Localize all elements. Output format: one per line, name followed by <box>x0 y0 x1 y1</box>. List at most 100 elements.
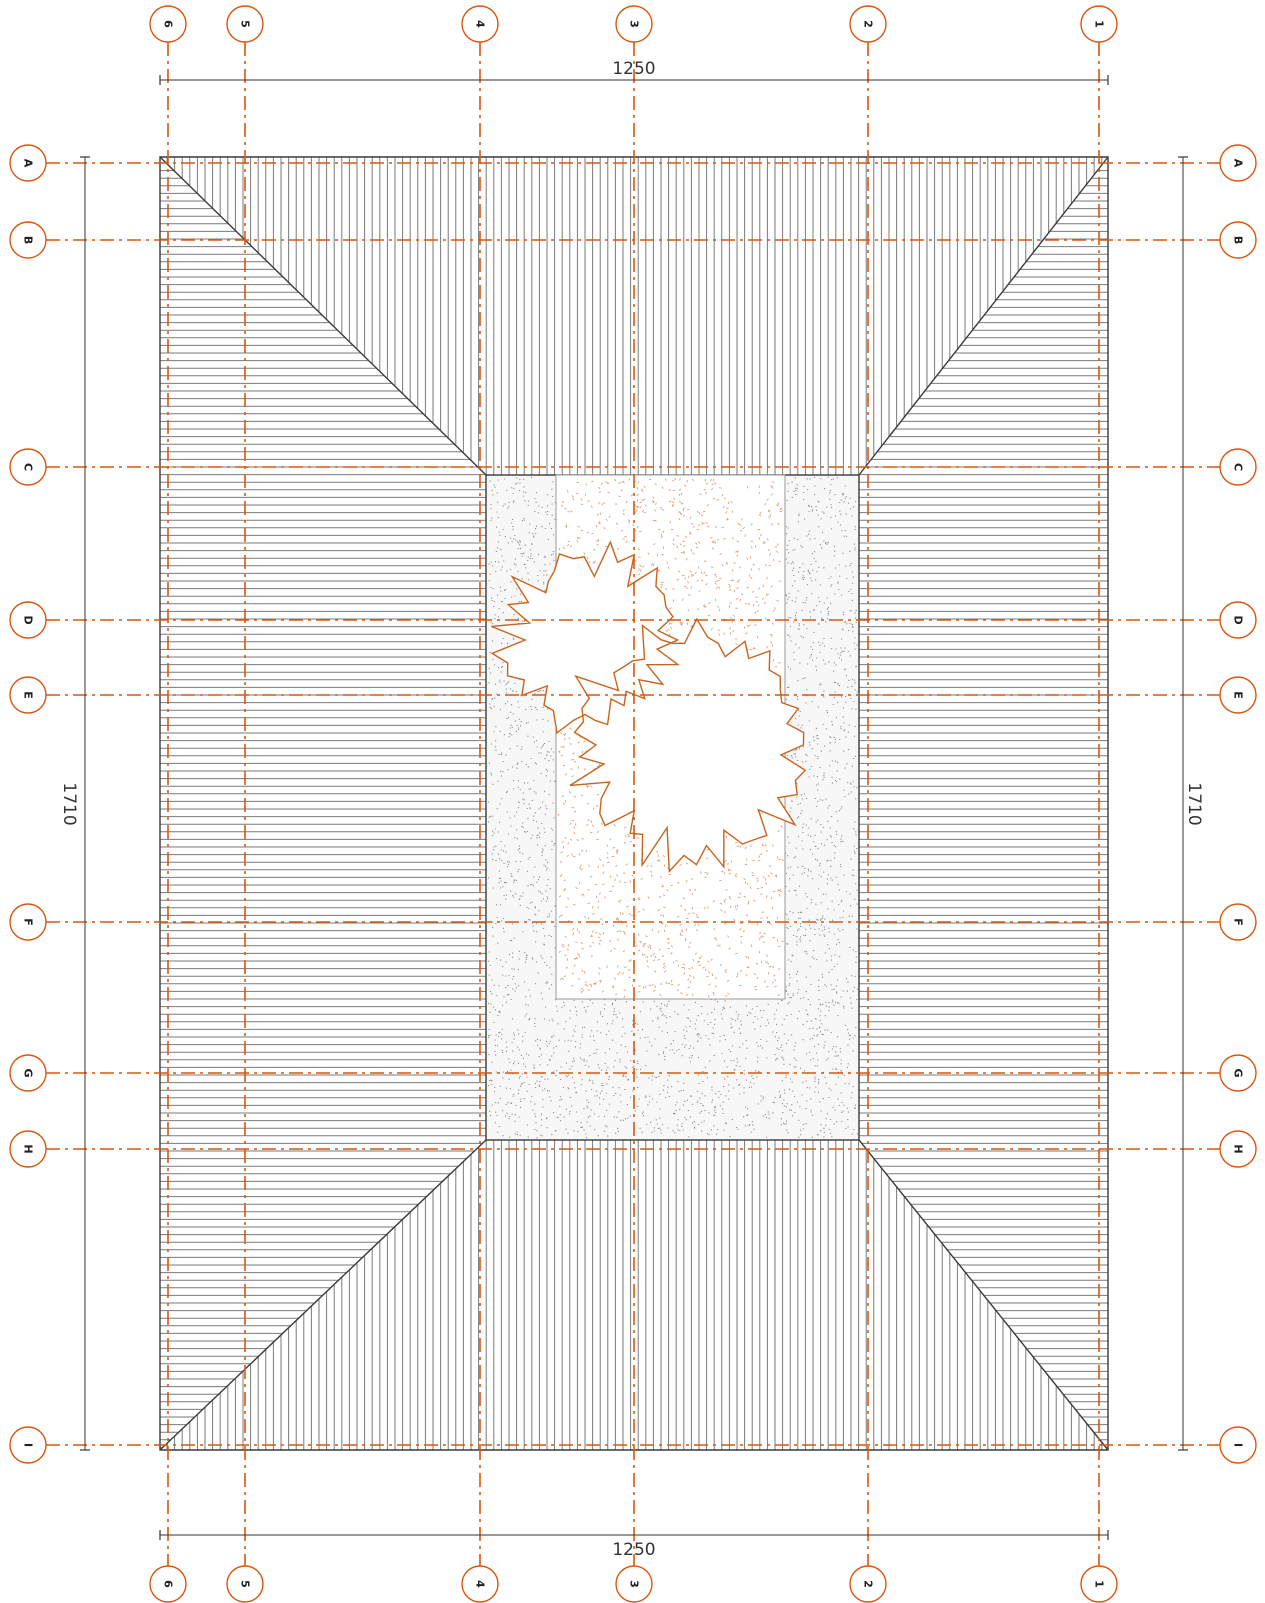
grid-bubble-row-right-C: C <box>1219 448 1257 486</box>
grid-bubble-circle <box>1219 676 1257 714</box>
grid-bubble-row-right-D: D <box>1219 601 1257 639</box>
grid-bubble-circle <box>615 5 653 43</box>
grid-bubble-row-left-H: H <box>9 1130 47 1168</box>
grid-bubble-circle <box>9 903 47 941</box>
grid-bubble-circle <box>149 1565 187 1603</box>
grid-bubble-label: 3 <box>628 1580 641 1588</box>
grid-bubble-label: A <box>1232 159 1245 168</box>
grid-bubble-label: H <box>22 1144 35 1153</box>
grid-bubble-row-left-C: C <box>9 448 47 486</box>
hip-line-nw <box>159 156 487 476</box>
grid-bubble-circle <box>849 1565 887 1603</box>
grid-bubble-label: 2 <box>862 20 875 28</box>
grid-lines <box>46 42 1220 1568</box>
grid-bubble-col-top-4: 4 <box>461 5 499 43</box>
grid-bubble-label: 5 <box>239 1580 252 1588</box>
gravel-texture <box>488 476 859 1139</box>
grid-bubble-row-left-F: F <box>9 903 47 941</box>
grid-bubble-col-bottom-4: 4 <box>461 1565 499 1603</box>
grid-bubble-label: 2 <box>862 1580 875 1588</box>
grid-bubble-col-bottom-5: 5 <box>226 1565 264 1603</box>
grid-bubble-col-top-5: 5 <box>226 5 264 43</box>
dimension-width-bottom: 1250 <box>612 1540 655 1560</box>
grid-bubble-label: 4 <box>474 1580 487 1588</box>
grid-bubble-label: 6 <box>162 20 175 28</box>
grid-bubble-circle <box>1219 1130 1257 1168</box>
grid-bubble-circle <box>615 1565 653 1603</box>
grid-bubble-col-bottom-2: 2 <box>849 1565 887 1603</box>
grid-bubble-row-right-E: E <box>1219 676 1257 714</box>
grid-bubble-label: I <box>1232 1443 1245 1447</box>
grid-bubble-row-left-B: B <box>9 221 47 259</box>
grid-bubble-label: C <box>22 463 35 471</box>
grid-bubble-circle <box>9 144 47 182</box>
tree-canopy-icon <box>490 540 807 874</box>
grid-bubble-circle <box>1219 1426 1257 1464</box>
grid-bubble-circle <box>149 5 187 43</box>
grid-bubble-label: B <box>22 236 35 244</box>
grid-bubble-label: F <box>1232 918 1245 926</box>
grid-bubble-row-left-I: I <box>9 1426 47 1464</box>
grid-bubble-circle <box>9 676 47 714</box>
grid-bubble-circle <box>1219 144 1257 182</box>
grid-bubble-circle <box>1219 1054 1257 1092</box>
grid-bubble-col-top-3: 3 <box>615 5 653 43</box>
grid-bubble-label: 3 <box>628 20 641 28</box>
hip-line-sw <box>159 1139 487 1451</box>
grid-bubble-circle <box>1219 448 1257 486</box>
grid-bubble-circle <box>226 1565 264 1603</box>
dimension-height-left: 1710 <box>59 782 79 825</box>
roof-outline <box>159 156 1109 1451</box>
grid-bubble-col-top-2: 2 <box>849 5 887 43</box>
grid-bubble-col-top-1: 1 <box>1080 5 1118 43</box>
grid-bubble-row-right-F: F <box>1219 903 1257 941</box>
grid-bubble-label: B <box>1232 236 1245 244</box>
grid-bubble-circle <box>1219 903 1257 941</box>
grid-bubble-label: A <box>22 159 35 168</box>
grid-bubble-label: 1 <box>1093 20 1106 28</box>
grid-bubble-label: D <box>22 615 35 624</box>
dimension-width-top: 1250 <box>612 59 655 79</box>
grid-bubble-row-right-G: G <box>1219 1054 1257 1092</box>
grid-bubble-col-bottom-3: 3 <box>615 1565 653 1603</box>
dimension-height-right: 1710 <box>1184 782 1204 825</box>
grid-bubble-col-bottom-6: 6 <box>149 1565 187 1603</box>
grid-bubble-col-top-6: 6 <box>149 5 187 43</box>
grid-bubble-row-right-I: I <box>1219 1426 1257 1464</box>
dimension-lines <box>80 75 1188 1540</box>
grid-bubble-row-left-E: E <box>9 676 47 714</box>
hip-line-ne <box>858 156 1109 476</box>
grid-bubble-circle <box>1219 601 1257 639</box>
grid-bubble-label: 6 <box>162 1580 175 1588</box>
grid-bubble-label: 5 <box>239 20 252 28</box>
grid-bubble-circle <box>9 1130 47 1168</box>
grid-bubble-row-right-B: B <box>1219 221 1257 259</box>
grid-bubble-label: F <box>22 918 35 926</box>
grid-bubble-label: E <box>22 691 35 699</box>
grid-bubble-row-left-G: G <box>9 1054 47 1092</box>
grid-bubble-row-left-D: D <box>9 601 47 639</box>
grid-bubble-label: E <box>1232 691 1245 699</box>
grid-bubble-circle <box>9 1054 47 1092</box>
dimension-ticks <box>80 75 1188 1540</box>
grid-bubbles: 6 6 5 5 4 4 3 3 2 2 1 1 A A B B C C D D E E F F G G H H I I <box>9 5 1257 1603</box>
grid-bubble-label: C <box>1232 463 1245 471</box>
grid-bubble-circle <box>849 5 887 43</box>
grid-bubble-circle <box>1080 1565 1118 1603</box>
grid-bubble-circle <box>1080 5 1118 43</box>
grid-bubble-row-right-H: H <box>1219 1130 1257 1168</box>
grid-bubble-row-left-A: A <box>9 144 47 182</box>
grid-bubble-circle <box>9 221 47 259</box>
grid-bubble-label: G <box>1232 1068 1245 1077</box>
grid-bubble-row-right-A: A <box>1219 144 1257 182</box>
grid-bubble-circle <box>226 5 264 43</box>
grid-bubble-col-bottom-1: 1 <box>1080 1565 1118 1603</box>
grid-bubble-label: H <box>1232 1144 1245 1153</box>
grid-bubble-label: I <box>22 1443 35 1447</box>
grid-bubble-label: G <box>22 1068 35 1077</box>
grid-bubble-circle <box>461 1565 499 1603</box>
grid-bubble-circle <box>9 1426 47 1464</box>
grid-bubble-circle <box>1219 221 1257 259</box>
grid-bubble-circle <box>9 448 47 486</box>
